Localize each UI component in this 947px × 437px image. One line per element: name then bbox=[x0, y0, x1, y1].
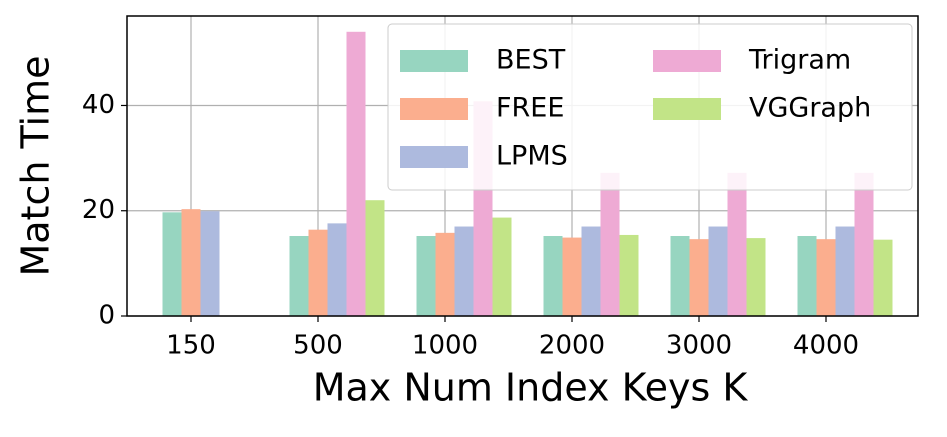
x-tick-label: 500 bbox=[293, 331, 343, 361]
x-tick-label: 3000 bbox=[666, 331, 732, 361]
legend-swatch bbox=[653, 50, 721, 72]
legend-swatch bbox=[653, 98, 721, 120]
bar bbox=[600, 172, 620, 316]
x-tick-label: 4000 bbox=[793, 331, 859, 361]
bar bbox=[835, 226, 855, 316]
bar bbox=[689, 239, 709, 316]
bar bbox=[543, 236, 563, 316]
bar bbox=[854, 172, 874, 316]
legend-label: BEST bbox=[496, 45, 566, 76]
bar bbox=[435, 232, 455, 316]
bar bbox=[619, 234, 639, 316]
y-tick-label: 40 bbox=[82, 90, 115, 120]
bar bbox=[308, 229, 328, 316]
bar bbox=[365, 200, 385, 316]
y-tick-label: 20 bbox=[82, 195, 115, 225]
x-tick-label: 2000 bbox=[539, 331, 605, 361]
legend-label: VGGraph bbox=[749, 93, 871, 124]
legend-label: LPMS bbox=[496, 141, 568, 172]
x-tick-label: 1000 bbox=[412, 331, 478, 361]
legend: BEST FREE LPMS Trigram VGGraph bbox=[387, 23, 913, 191]
bar bbox=[670, 236, 690, 316]
bar bbox=[746, 238, 766, 316]
bar bbox=[162, 212, 182, 316]
x-axis-label: Max Num Index Keys K bbox=[313, 366, 749, 410]
legend-box bbox=[387, 23, 913, 191]
y-axis-label: Match Time bbox=[14, 55, 58, 276]
legend-label: FREE bbox=[496, 93, 564, 124]
bar bbox=[562, 237, 582, 316]
bar bbox=[181, 209, 201, 316]
bar bbox=[416, 236, 436, 316]
bar bbox=[816, 239, 836, 316]
bar bbox=[200, 211, 220, 316]
bar bbox=[797, 236, 817, 316]
bar bbox=[873, 239, 893, 316]
bar bbox=[327, 223, 347, 316]
x-tick-label: 150 bbox=[166, 331, 216, 361]
bar bbox=[289, 236, 309, 316]
y-tick-label: 0 bbox=[98, 301, 115, 331]
plot-frame bbox=[126, 15, 919, 317]
bar bbox=[346, 31, 366, 316]
bar bbox=[708, 226, 728, 316]
legend-swatch bbox=[400, 50, 468, 72]
bar bbox=[727, 172, 747, 316]
bar bbox=[492, 217, 512, 316]
bar bbox=[581, 226, 601, 316]
legend-label: Trigram bbox=[748, 45, 851, 76]
legend-swatch bbox=[400, 98, 468, 120]
bar bbox=[454, 226, 474, 316]
legend-swatch bbox=[400, 146, 468, 168]
